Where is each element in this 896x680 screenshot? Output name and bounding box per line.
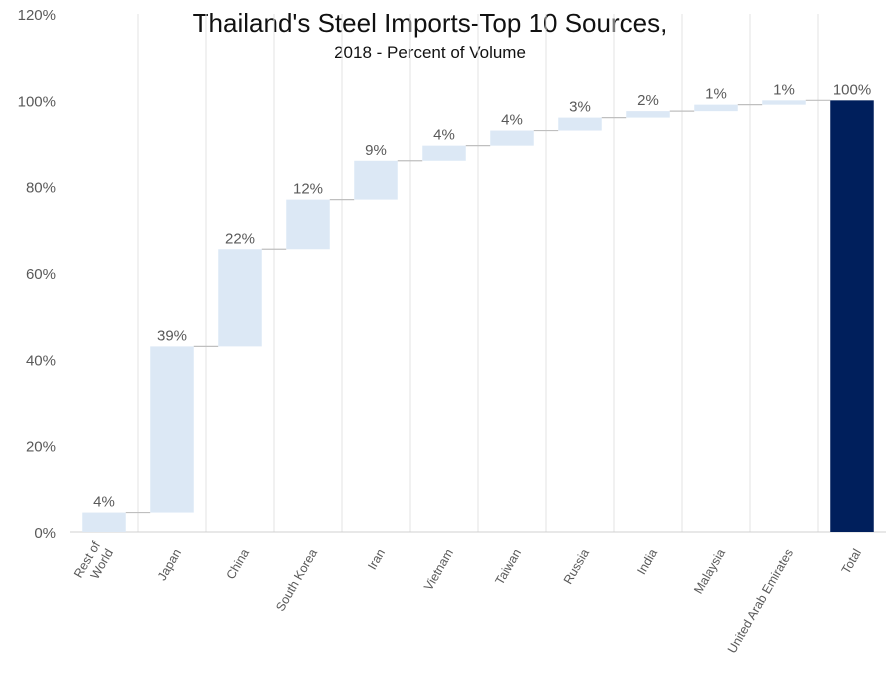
category-label: United Arab Emirates xyxy=(725,547,796,656)
y-tick-label: 100% xyxy=(18,93,56,110)
data-label: 22% xyxy=(225,230,255,247)
category-label-group: Total xyxy=(839,547,864,577)
category-label: Total xyxy=(839,547,864,577)
category-label: Vietnam xyxy=(421,547,456,594)
category-label-group: Russia xyxy=(561,546,592,586)
y-tick-label: 40% xyxy=(26,352,56,369)
category-label: India xyxy=(634,546,660,577)
y-tick-label: 60% xyxy=(26,266,56,283)
category-label-group: Malaysia xyxy=(691,546,728,596)
data-label: 4% xyxy=(433,127,455,144)
y-tick-label: 80% xyxy=(26,180,56,197)
increase-bar xyxy=(762,100,806,105)
category-label: China xyxy=(224,546,252,581)
data-label: 4% xyxy=(93,494,115,511)
increase-bar xyxy=(422,145,466,161)
category-label-group: India xyxy=(634,546,660,577)
increase-bar xyxy=(694,104,738,112)
increase-bar xyxy=(490,130,534,146)
total-bar xyxy=(830,100,874,532)
chart-title: Thailand's Steel Imports-Top 10 Sources, xyxy=(192,8,668,38)
category-label: Japan xyxy=(155,546,184,583)
category-label: Iran xyxy=(365,546,388,572)
category-label-group: Vietnam xyxy=(421,547,456,594)
y-tick-label: 0% xyxy=(34,525,56,542)
data-label: 1% xyxy=(705,86,727,103)
y-tick-label: 120% xyxy=(18,7,56,24)
increase-bar xyxy=(218,249,262,347)
category-label-group: Taiwan xyxy=(492,546,524,587)
category-label-group: Iran xyxy=(365,546,388,572)
increase-bar xyxy=(150,346,194,513)
data-label: 100% xyxy=(833,81,871,98)
increase-bar xyxy=(82,512,126,532)
category-label: Malaysia xyxy=(691,546,728,596)
y-tick-label: 20% xyxy=(26,439,56,456)
data-label: 12% xyxy=(293,181,323,198)
data-label: 3% xyxy=(569,99,591,116)
category-label-group: China xyxy=(224,546,252,581)
data-label: 1% xyxy=(773,81,795,98)
data-label: 4% xyxy=(501,112,523,129)
data-label: 39% xyxy=(157,327,187,344)
category-label: Taiwan xyxy=(492,546,524,587)
category-label-group: Japan xyxy=(155,546,184,583)
increase-bar xyxy=(286,199,330,250)
category-label: Russia xyxy=(561,546,592,586)
category-label: South Korea xyxy=(273,546,320,613)
category-label-group: South Korea xyxy=(273,546,320,613)
increase-bar xyxy=(626,111,670,118)
data-label: 9% xyxy=(365,142,387,159)
data-label: 2% xyxy=(637,92,659,109)
increase-bar xyxy=(558,117,602,131)
increase-bar xyxy=(354,160,398,200)
category-label-group: United Arab Emirates xyxy=(725,547,796,656)
